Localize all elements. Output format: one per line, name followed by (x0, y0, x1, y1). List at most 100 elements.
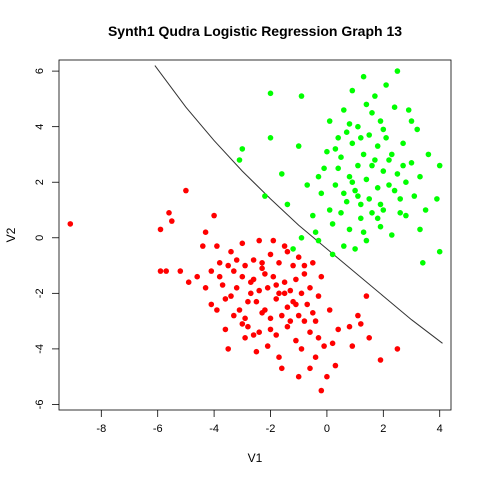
point-green (400, 140, 406, 147)
point-red (307, 285, 313, 291)
point-green (326, 207, 333, 213)
point-red (273, 332, 280, 338)
point-red (248, 290, 254, 297)
point-green (397, 210, 404, 216)
point-green (363, 237, 370, 244)
point-green (343, 198, 350, 205)
point-red (377, 357, 384, 363)
chart-title: Synth1 Qudra Logistic Regression Graph 1… (108, 23, 402, 39)
point-red (219, 282, 226, 288)
point-red (225, 262, 231, 269)
x-axis: -8 -6 -4 -2 0 2 4 (96, 410, 443, 435)
point-green (298, 93, 305, 99)
point-green (366, 132, 373, 138)
point-red (315, 293, 322, 299)
point-red (242, 262, 248, 269)
y-tick-label: -2 (34, 288, 46, 298)
point-red (315, 335, 322, 341)
point-green (391, 104, 398, 110)
point-green (411, 193, 418, 199)
point-red (267, 315, 274, 322)
point-red (284, 304, 291, 311)
point-green (380, 168, 387, 174)
point-green (236, 157, 243, 163)
point-red (301, 318, 308, 324)
point-green (374, 143, 381, 149)
point-green (279, 171, 285, 177)
point-red (233, 257, 240, 263)
point-red (216, 273, 223, 280)
point-green (417, 226, 423, 233)
point-green (377, 118, 384, 124)
point-green (422, 207, 429, 213)
x-tick-label: 2 (380, 423, 386, 435)
point-red (222, 326, 229, 333)
y-tick-label: -6 (34, 400, 46, 410)
point-red (287, 318, 294, 324)
point-red (248, 279, 254, 286)
point-green (346, 226, 353, 233)
y-tick-label: -4 (34, 344, 46, 354)
point-green (360, 229, 367, 235)
point-red (312, 354, 319, 361)
point-red (202, 229, 209, 235)
x-axis-label: V1 (248, 451, 263, 465)
point-red (67, 221, 74, 227)
point-red (239, 273, 246, 280)
y-tick-label: 6 (34, 68, 46, 74)
point-red (281, 243, 288, 249)
data-points (67, 68, 443, 394)
point-red (267, 251, 274, 258)
point-red (202, 285, 209, 291)
point-green (403, 179, 409, 185)
point-green (369, 162, 375, 169)
point-green (352, 187, 358, 194)
point-red (163, 268, 169, 274)
point-green (366, 196, 373, 202)
point-green (332, 182, 339, 188)
point-red (295, 254, 302, 260)
point-red (273, 282, 280, 288)
point-red (363, 293, 370, 299)
point-red (245, 298, 251, 305)
point-red (253, 348, 260, 355)
point-green (329, 221, 336, 227)
point-green (267, 90, 274, 97)
point-green (386, 182, 392, 188)
x-tick-label: 0 (324, 423, 330, 435)
point-red (250, 257, 257, 263)
point-green (377, 201, 384, 208)
point-red (321, 343, 327, 349)
plot-area-frame (58, 59, 452, 411)
point-red (233, 285, 240, 291)
point-red (281, 279, 288, 286)
point-green (383, 135, 389, 141)
point-red (183, 187, 189, 194)
point-green (346, 173, 353, 180)
point-red (301, 262, 308, 269)
point-green (400, 162, 406, 169)
point-green (372, 157, 378, 163)
point-red (270, 237, 277, 244)
point-red (236, 307, 243, 313)
point-green (349, 140, 356, 147)
point-red (273, 296, 280, 302)
point-green (369, 110, 375, 116)
point-green (335, 135, 342, 141)
point-green (408, 118, 415, 124)
y-tick-label: 0 (34, 235, 46, 241)
point-red (284, 248, 291, 255)
point-red (242, 335, 248, 341)
x-tick-label: -6 (153, 423, 163, 435)
point-red (208, 268, 215, 274)
point-green (346, 121, 353, 127)
point-red (242, 315, 248, 322)
point-red (222, 296, 229, 302)
point-red (231, 312, 237, 319)
point-red (329, 340, 336, 347)
point-green (420, 260, 426, 266)
y-tick-label: 4 (34, 124, 46, 130)
point-red (177, 268, 184, 274)
